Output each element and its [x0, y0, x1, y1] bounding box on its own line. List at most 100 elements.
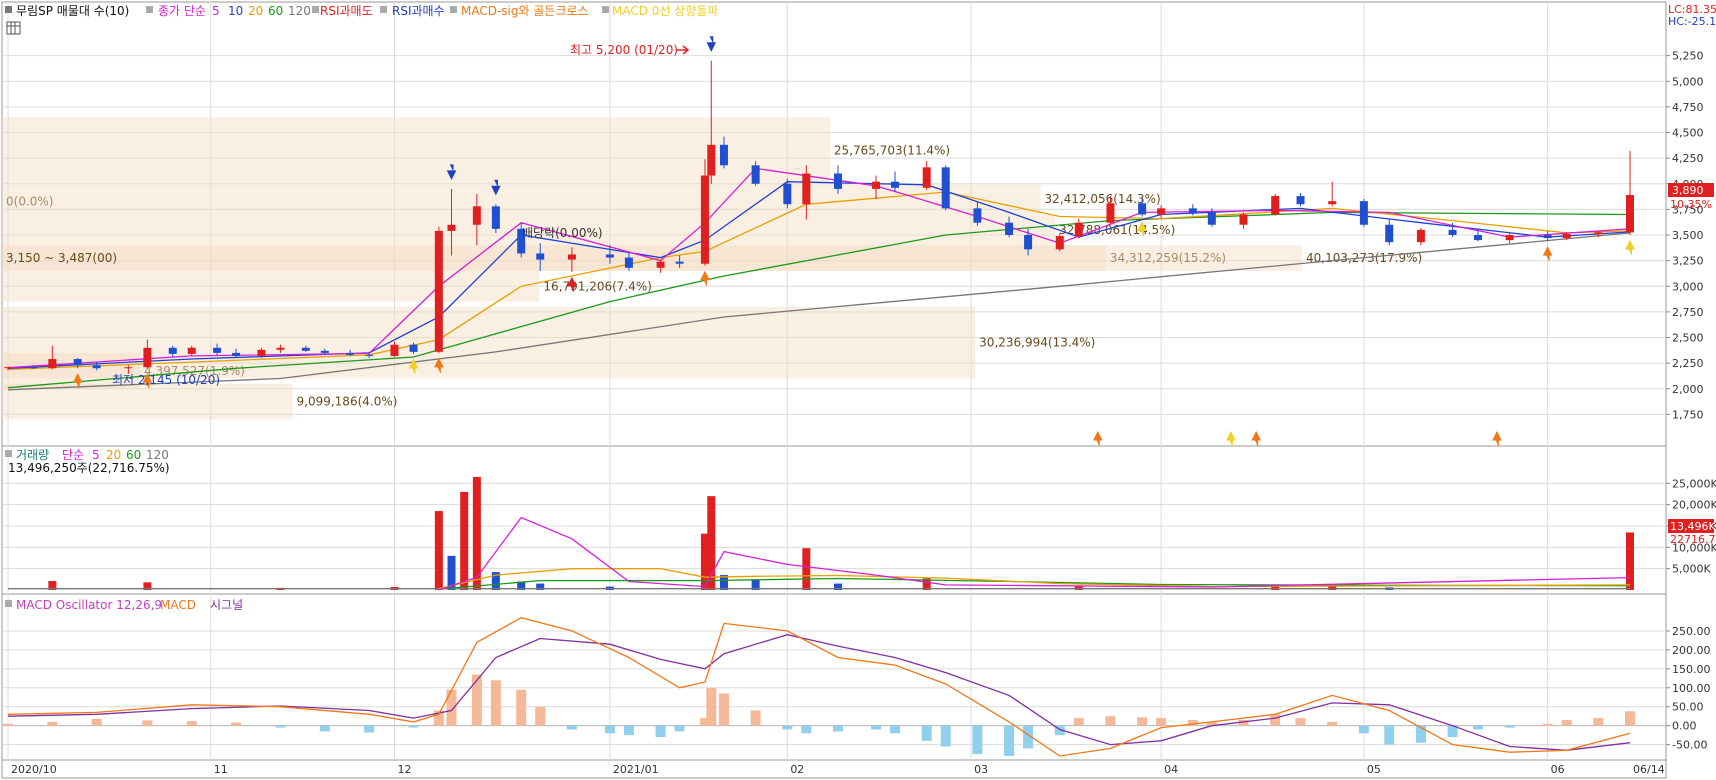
volume-y-tick-label: 25,000K [1672, 477, 1716, 490]
ma-legend-10: 10 [228, 4, 243, 18]
volume-bar [707, 496, 716, 590]
macd-oscillator-bar [706, 687, 717, 726]
macd-y-tick-label: 0.00 [1672, 720, 1697, 733]
candle-body [1138, 203, 1147, 215]
volume-ma20-line [438, 568, 1631, 590]
x-tick-label: 05 [1367, 763, 1381, 776]
square-icon [602, 6, 609, 13]
price-y-tick-label: 3,250 [1672, 255, 1704, 268]
macd-oscillator-bar [750, 710, 761, 726]
volume-bar [802, 548, 811, 590]
macd-signal-line [7, 634, 1631, 751]
candle-body [472, 206, 481, 225]
macd-oscillator-bar [718, 693, 729, 726]
candle-body [751, 165, 760, 184]
macd-legend: MACD Oscillator 12,26,9 MACD 시그널 [5, 598, 243, 612]
volume-profile-band [2, 383, 293, 420]
volume-ma5-line [438, 516, 1631, 591]
square-icon [312, 6, 319, 13]
square-icon [380, 6, 387, 13]
macd-y-tick-label: -50.00 [1672, 739, 1707, 752]
candle-body [624, 257, 633, 268]
volume-bar [48, 581, 57, 590]
price-legend: 무림SP 매물대 수(10) 종가 단순 5 10 20 60 120 RSI과… [5, 3, 1716, 35]
candle-body [1359, 201, 1368, 225]
grid-layer [2, 2, 1666, 760]
macd-oscillator-bar [1137, 717, 1148, 726]
square-icon [450, 6, 457, 13]
volume-bar [434, 511, 443, 590]
macd-oscillator-bar [490, 680, 501, 726]
high-annotation-arrow [676, 45, 690, 55]
price-y-tick-label: 3,500 [1672, 229, 1704, 242]
volume-bar [700, 533, 709, 590]
volume-y-tick-label: 5,000K [1672, 563, 1711, 576]
up-arrow-icon [408, 358, 419, 374]
up-arrow-icon [1492, 430, 1502, 446]
candle-body [1562, 233, 1571, 239]
candle-body [1239, 214, 1248, 225]
candle-body [365, 354, 374, 356]
volume-bar [460, 491, 469, 590]
candle-body [567, 254, 576, 260]
candle-body [1505, 235, 1514, 241]
macd-oscillator-bar [890, 725, 901, 734]
volume-profile-label: 0(0.0%) [6, 195, 53, 209]
macd-oscillator-bar [604, 725, 615, 734]
up-arrow-icon [434, 357, 444, 373]
square-icon [5, 600, 12, 607]
legend-macd-golden: MACD-sig와 골든크로스 [461, 4, 589, 18]
macd-label: MACD [160, 598, 196, 612]
ma-legend-60: 60 [268, 4, 283, 18]
candle-body [434, 230, 443, 352]
candle-body [1005, 222, 1014, 235]
macd-oscillator-bar [655, 725, 666, 738]
volume-bar [447, 555, 456, 590]
macd-oscillator-bar [142, 720, 153, 726]
price-y-tick-label: 5,000 [1672, 75, 1704, 88]
signal-marker-layer [72, 36, 1635, 446]
volume-profile-label: 34,312,259(15.2%) [1110, 251, 1226, 265]
candle-body [700, 175, 709, 264]
macd-oscillator-bar [921, 725, 932, 741]
candle-body [213, 347, 222, 353]
ma-legend-label: 종가 단순 [158, 4, 206, 18]
candle-body [320, 350, 329, 353]
up-arrow-icon [1226, 430, 1236, 446]
macd-y-tick-label: 250.00 [1672, 625, 1711, 638]
macd-oscillator-bar [186, 721, 197, 726]
candle-body [1328, 201, 1337, 205]
hc-value: HC:-25.1 [1668, 15, 1716, 28]
volume-y-tick-label: 10,000K [1672, 541, 1716, 554]
volume-profile-label: 32,788,061(14.5%) [1059, 223, 1175, 237]
up-arrow-icon [1092, 430, 1103, 446]
candle-body [1594, 232, 1603, 234]
calendar-icon[interactable] [6, 21, 21, 35]
x-axis-frame [1, 759, 1667, 779]
last-price-box [1668, 183, 1714, 197]
candle-body [168, 347, 177, 354]
volume-profile-label: 32,412,056(14.3%) [1045, 192, 1161, 206]
candle-body [187, 347, 196, 354]
candle-body [73, 359, 82, 366]
up-arrow-icon [1625, 239, 1635, 255]
volume-bar [491, 572, 500, 590]
down-arrow-icon [706, 36, 717, 52]
macd-oscillator-bar [1625, 711, 1635, 726]
x-tick-label: 04 [1164, 763, 1178, 776]
x-tick-label: 02 [790, 763, 804, 776]
price-legend-title: 무림SP 매물대 수(10) [16, 4, 129, 18]
volume-bar [517, 581, 526, 590]
macd-oscillator-bar [535, 706, 546, 726]
volume-profile-label: 16,791,206(7.4%) [543, 279, 652, 293]
high-annotation-label: 최고 5,200 (01/20) [570, 43, 678, 57]
candle-body [1271, 196, 1280, 215]
volume-ma-20: 20 [106, 448, 121, 462]
volume-profile-band [2, 270, 540, 302]
volume-profile-label: 9,099,186(4.0%) [297, 395, 398, 409]
candle-body [1055, 236, 1064, 250]
candle-body [1385, 224, 1394, 243]
price-y-tick-label: 2,250 [1672, 357, 1704, 370]
macd-oscillator-bar [275, 725, 286, 728]
macd-oscillator-bar [1187, 720, 1198, 726]
